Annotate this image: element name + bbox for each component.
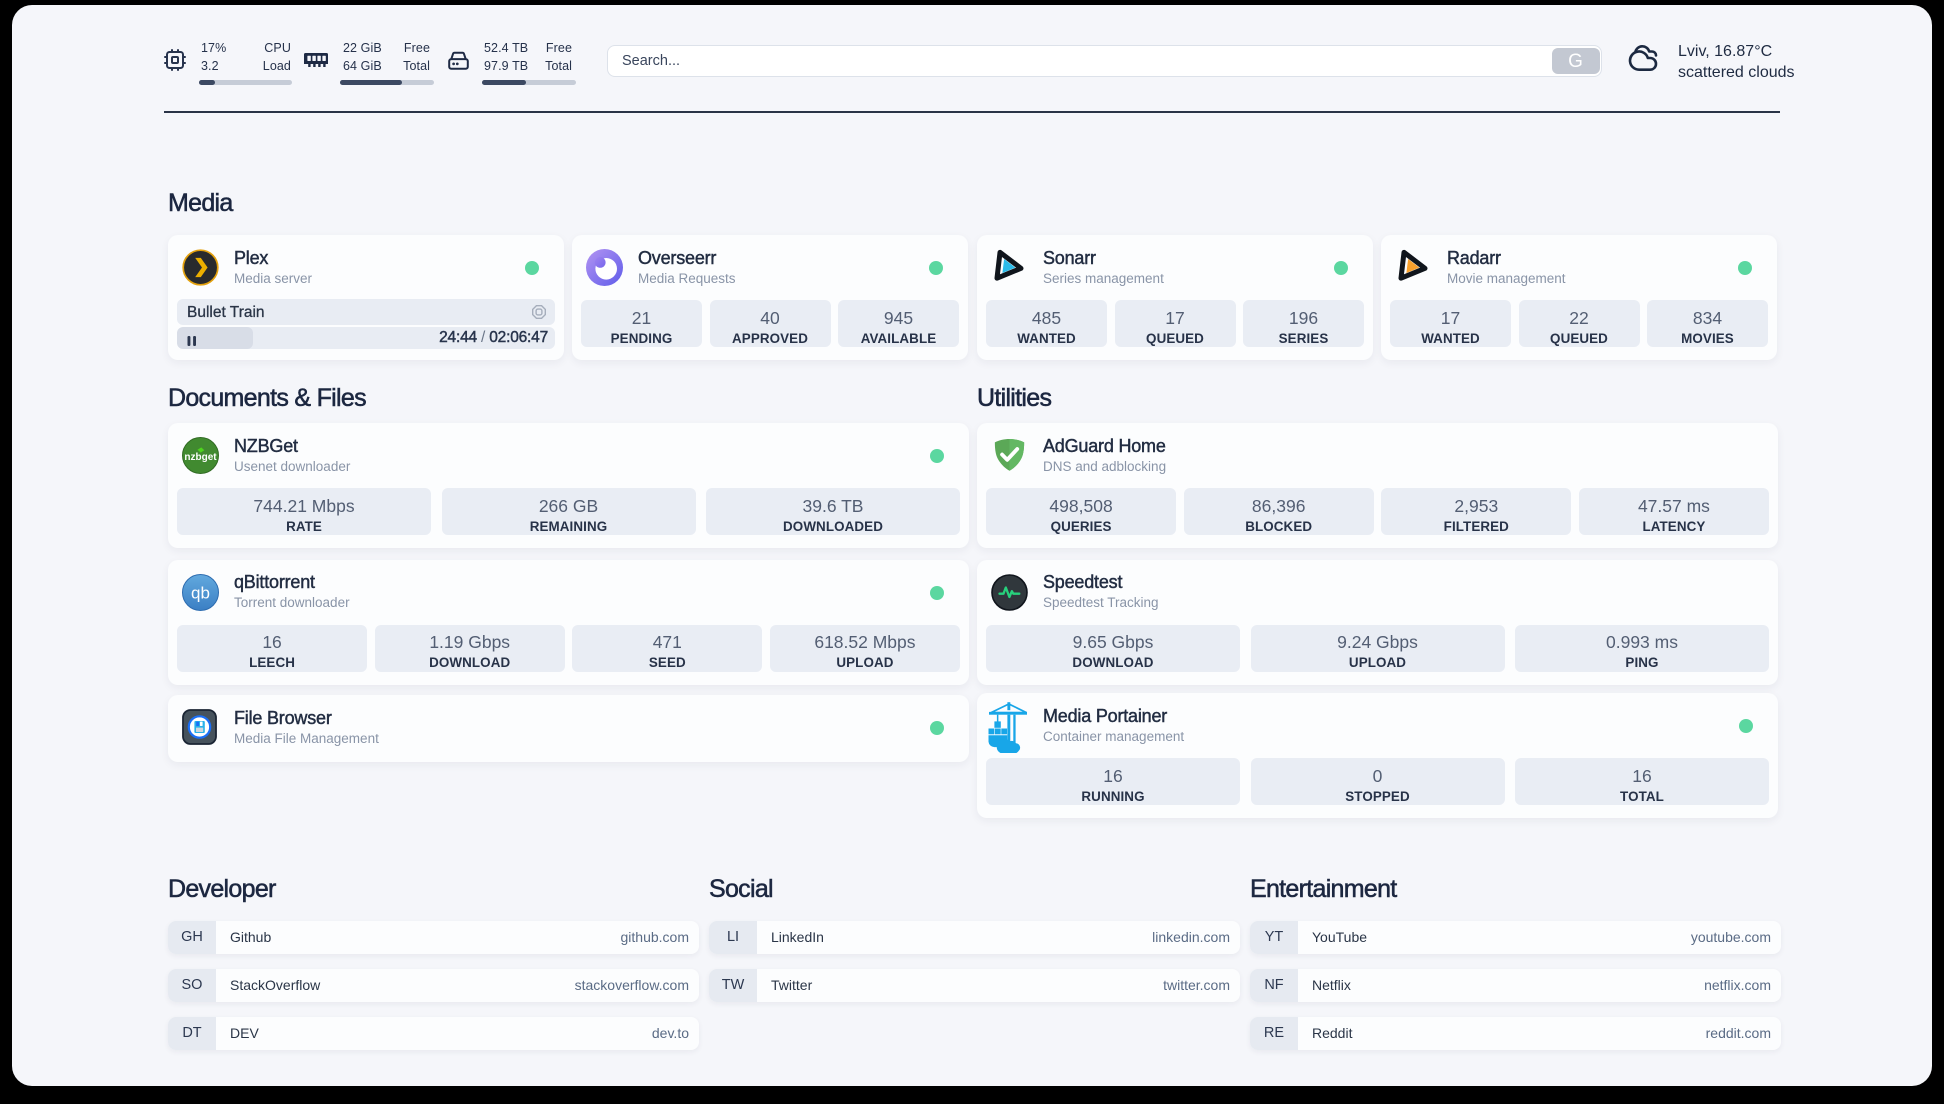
svg-text:nzbget: nzbget (184, 452, 217, 463)
svg-text:qb: qb (191, 583, 210, 602)
